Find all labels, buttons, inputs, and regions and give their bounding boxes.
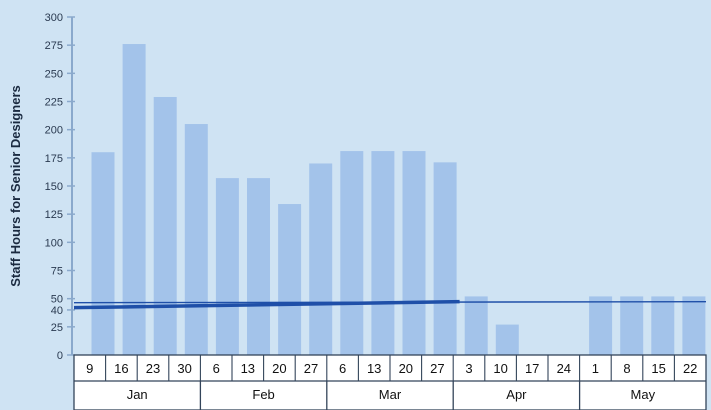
bar	[589, 296, 613, 355]
x-tick-label: 22	[683, 361, 697, 376]
reference-line-thick	[73, 299, 460, 310]
y-tick-label: 100	[45, 237, 63, 249]
x-tick-label: 15	[651, 361, 665, 376]
bar	[433, 162, 457, 355]
bar	[402, 151, 426, 355]
x-tick-label: 27	[430, 361, 444, 376]
y-tick-label: 0	[57, 350, 63, 362]
x-tick-label: 3	[465, 361, 472, 376]
bar	[371, 151, 395, 355]
x-tick-label: 17	[525, 361, 539, 376]
bar	[309, 163, 333, 355]
y-tick-label: 125	[45, 209, 63, 221]
y-tick-label: 150	[45, 181, 63, 193]
x-tick-label: 13	[367, 361, 381, 376]
x-tick-label: 16	[114, 361, 128, 376]
month-label: Mar	[379, 387, 402, 402]
bars	[91, 44, 706, 356]
month-label: Apr	[506, 387, 527, 402]
month-label: Jan	[127, 387, 148, 402]
x-tick-label: 27	[304, 361, 318, 376]
y-tick-label: 25	[51, 322, 63, 334]
bar	[682, 296, 706, 355]
bar	[215, 178, 239, 355]
bar	[278, 204, 302, 355]
y-tick-label: 75	[51, 266, 63, 278]
x-tick-label: 6	[213, 361, 220, 376]
x-tick-label: 20	[272, 361, 286, 376]
bar	[340, 151, 364, 355]
month-label: May	[631, 387, 656, 402]
reference-line	[73, 299, 707, 310]
x-tick-label: 24	[557, 361, 571, 376]
y-tick-label: 225	[45, 97, 63, 109]
bar	[495, 324, 519, 355]
x-tick-label: 20	[399, 361, 413, 376]
x-tick-label: 30	[177, 361, 191, 376]
x-tick-label: 1	[592, 361, 599, 376]
y-tick-label: 250	[45, 68, 63, 80]
y-axis-label-group: Staff Hours for Senior Designers	[8, 85, 23, 287]
x-tick-label: 23	[146, 361, 160, 376]
x-tick-label: 10	[493, 361, 507, 376]
x-tick-label: 6	[339, 361, 346, 376]
bar	[620, 296, 644, 355]
bar	[153, 96, 177, 355]
bar	[464, 296, 488, 355]
y-tick-label: 300	[45, 12, 63, 24]
bar	[91, 152, 115, 355]
y-tick-label: 275	[45, 40, 63, 52]
bar	[651, 296, 675, 355]
x-tick-label: 9	[86, 361, 93, 376]
y-tick-label: 50	[51, 294, 63, 306]
x-tick-label: 13	[241, 361, 255, 376]
y-axis-label: Staff Hours for Senior Designers	[8, 85, 23, 287]
month-label: Feb	[252, 387, 274, 402]
bar	[184, 124, 208, 356]
bar	[122, 44, 146, 355]
x-axis: 9 16 23 30 6 13 20 27 6 13 20 27 3 10 17 24 1 8 15 22 Jan Feb…	[73, 354, 707, 410]
y-tick-label: 40	[51, 305, 63, 317]
y-tick-label: 200	[45, 125, 63, 137]
y-tick-label: 175	[45, 153, 63, 165]
bar	[247, 178, 270, 355]
x-tick-label: 8	[623, 361, 630, 376]
